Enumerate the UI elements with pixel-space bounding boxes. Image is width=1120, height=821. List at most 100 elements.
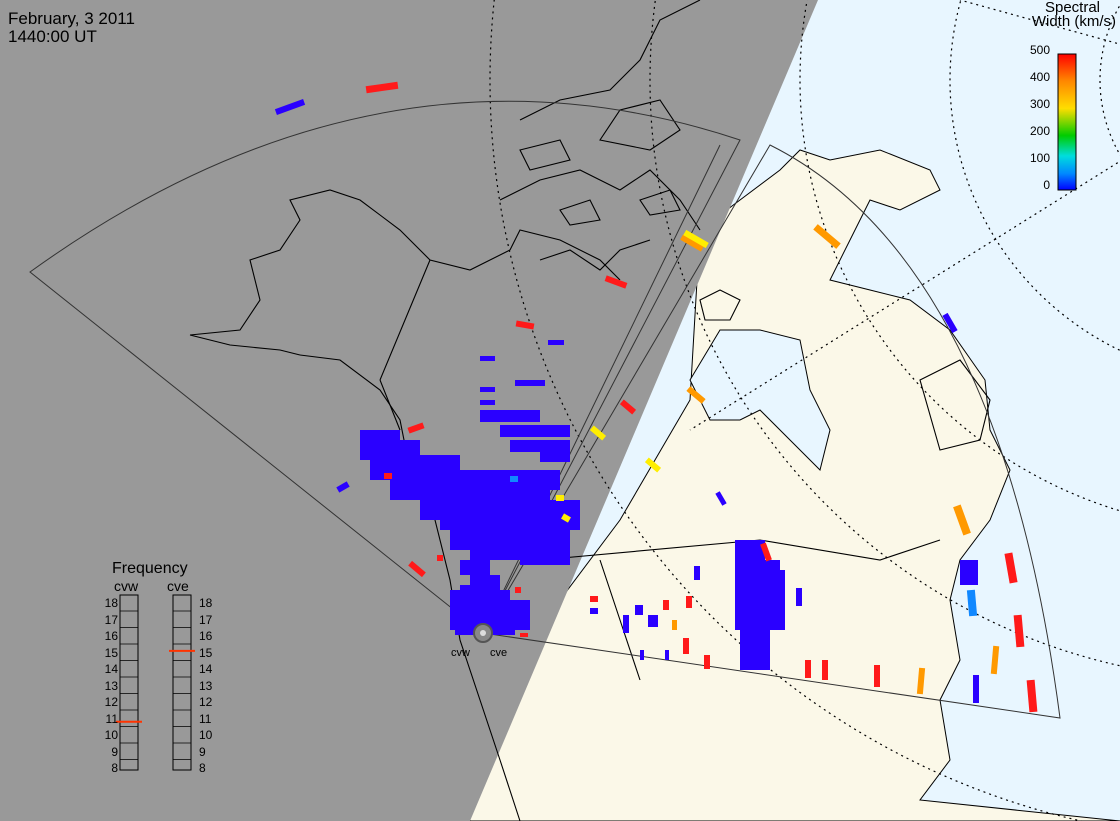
scatter-cell [520, 633, 528, 637]
frequency-cve-label: cve [167, 578, 189, 594]
scatter-cell [916, 667, 926, 695]
frequency-scale-label: 17 [104, 612, 118, 627]
scatter-cell [680, 234, 704, 252]
radar-site-center [480, 630, 486, 636]
colorbar [1057, 53, 1077, 191]
scatter-cell [515, 320, 535, 330]
scatter-cell [960, 560, 978, 585]
scatter-cell [635, 605, 643, 615]
scatter-cell [683, 229, 709, 249]
frequency-scale-label: 12 [199, 695, 213, 709]
scatter-cell [672, 620, 677, 630]
colorbar-tick: 500 [1029, 43, 1050, 57]
scatter-cell [796, 588, 802, 606]
scatter-cell [510, 440, 570, 452]
frequency-scale-label: 17 [199, 612, 213, 627]
scatter-cell [384, 473, 392, 479]
scatter-cell [1013, 614, 1025, 648]
scatter-cell [274, 99, 306, 115]
frequency-scale-label: 14 [104, 662, 118, 676]
scatter-cell [480, 500, 560, 520]
scatter-cell [437, 555, 443, 561]
frequency-scale-label: 8 [111, 761, 118, 775]
night-terminator [0, 0, 818, 821]
scatter-cell [365, 81, 399, 94]
scatter-cell [813, 224, 841, 249]
scatter-cell [704, 655, 710, 669]
scatter-cell [540, 450, 570, 462]
scatter-cell [407, 422, 425, 434]
cve-frequency-gauge [172, 594, 192, 771]
frequency-gauges [116, 594, 195, 771]
scatter-cell [510, 476, 518, 482]
frequency-scale-label: 14 [199, 662, 213, 676]
scatter-cell [480, 400, 495, 405]
scatter-cell [686, 386, 706, 404]
frequency-scale-label: 18 [104, 596, 118, 610]
frequency-scale-label: 15 [104, 645, 118, 660]
scatter-cell [589, 425, 607, 441]
frequency-scale-label: 13 [199, 678, 213, 693]
frequency-scale-label: 11 [199, 711, 212, 726]
daylit-land [469, 149, 1120, 821]
scatter-cell [953, 504, 971, 536]
colorbar-tick: 100 [1029, 151, 1050, 165]
cvw-frequency-gauge [119, 594, 139, 771]
frequency-scale-label: 8 [199, 761, 206, 775]
scatter-cell [500, 470, 560, 490]
scatter-cell [515, 587, 521, 593]
scatter-cell [500, 425, 570, 437]
scatter-cell [480, 356, 495, 361]
map-date: February, 3 2011 [8, 9, 135, 28]
latitude-grid [489, 0, 1120, 821]
scatter-cell [640, 650, 644, 660]
scatter-cell [966, 589, 978, 617]
scatter-cell [760, 560, 780, 580]
colorbar-title-line1: Spectral [1044, 0, 1100, 16]
scatter-cell [644, 457, 662, 473]
scatter-cell [604, 275, 628, 289]
frequency-scale-label: 13 [104, 678, 118, 693]
frequency-scale-label: 11 [105, 711, 118, 726]
scatter-cell [686, 596, 692, 608]
colorbar-tick: 300 [1029, 97, 1050, 111]
scatter-cell [683, 638, 689, 654]
scatter-cell [822, 660, 828, 680]
scatter-cell [480, 410, 540, 422]
scatter-cell [590, 596, 598, 602]
radar-label-cvw: cvw [451, 647, 470, 659]
scatter-cell [460, 560, 490, 575]
frequency-cvw-label: cvw [114, 578, 139, 594]
scatter-cell [515, 380, 545, 386]
scatter-cell [623, 615, 629, 633]
scatter-cell [556, 495, 564, 501]
colorbar-tick: 0 [1043, 178, 1050, 192]
frequency-scale-label: 10 [104, 728, 118, 742]
scatter-cell [590, 608, 598, 614]
scatter-cell [665, 650, 669, 660]
frequency-scale-label: 16 [199, 629, 213, 643]
colorbar-title-line2: Width (km/s) [1031, 13, 1116, 30]
scatter-cell [715, 491, 727, 506]
frequency-scale-label: 16 [104, 629, 118, 643]
scatter-cell [805, 660, 811, 678]
colorbar-tick: 400 [1029, 70, 1050, 84]
radar-label-cve: cve [490, 647, 508, 659]
scatter-cell [480, 387, 495, 392]
frequency-title: Frequency [112, 560, 188, 577]
scatter-cell [770, 600, 785, 630]
scatter-cell [874, 665, 880, 687]
scatter-cell [548, 340, 564, 345]
scatter-cell [520, 540, 570, 565]
colorbar-tick: 200 [1029, 124, 1050, 138]
scatter-cell [1004, 552, 1018, 584]
coastlines [189, 0, 991, 821]
scatter-cell [490, 415, 500, 420]
scatter-cell [648, 615, 658, 627]
scatter-cell [973, 675, 979, 703]
frequency-scale-label: 9 [199, 744, 206, 759]
scatter-cell [663, 600, 669, 610]
scatter-cell [561, 513, 571, 523]
frequency-scale-label: 15 [199, 645, 213, 660]
